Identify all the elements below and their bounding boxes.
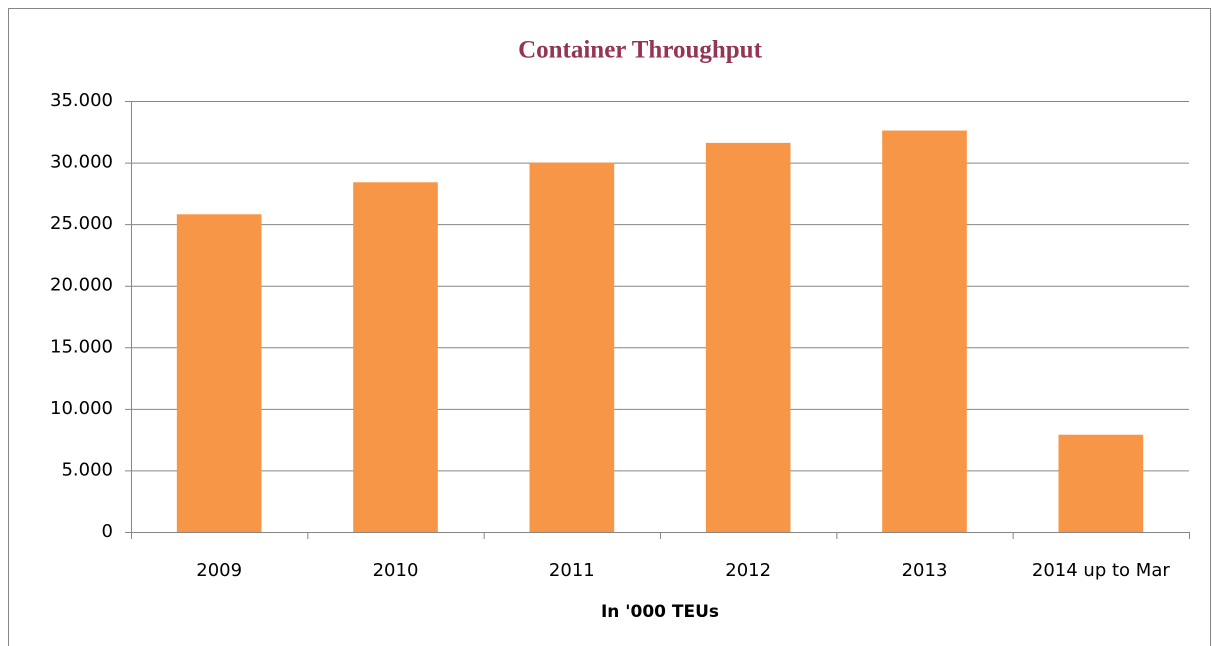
y-tick-label: 20.000 <box>50 275 113 296</box>
bar <box>882 130 967 532</box>
x-tick-label: 2013 <box>902 560 948 581</box>
y-tick-label: 0 <box>102 521 113 542</box>
bar <box>705 142 791 532</box>
y-tick-label: 15.000 <box>50 336 113 357</box>
y-tick-label: 5.000 <box>61 459 113 480</box>
bar <box>353 182 438 532</box>
x-tick-label: 2011 <box>549 560 595 581</box>
x-tick-label: 2012 <box>725 560 771 581</box>
y-tick-label: 35.000 <box>50 90 113 111</box>
chart-frame <box>8 8 1211 646</box>
y-tick-label: 25.000 <box>50 213 113 234</box>
x-tick-label: 2010 <box>373 560 419 581</box>
x-axis-label: In '000 TEUs <box>601 602 719 622</box>
y-tick-label: 10.000 <box>50 398 113 419</box>
x-tick-label: 2009 <box>196 560 242 581</box>
bar <box>176 214 262 532</box>
chart-title: Container Throughput <box>518 37 763 64</box>
bar <box>1058 434 1144 532</box>
x-tick-label: 2014 up to Mar <box>1032 560 1170 581</box>
y-tick-label: 30.000 <box>50 152 113 173</box>
bar <box>529 162 615 533</box>
